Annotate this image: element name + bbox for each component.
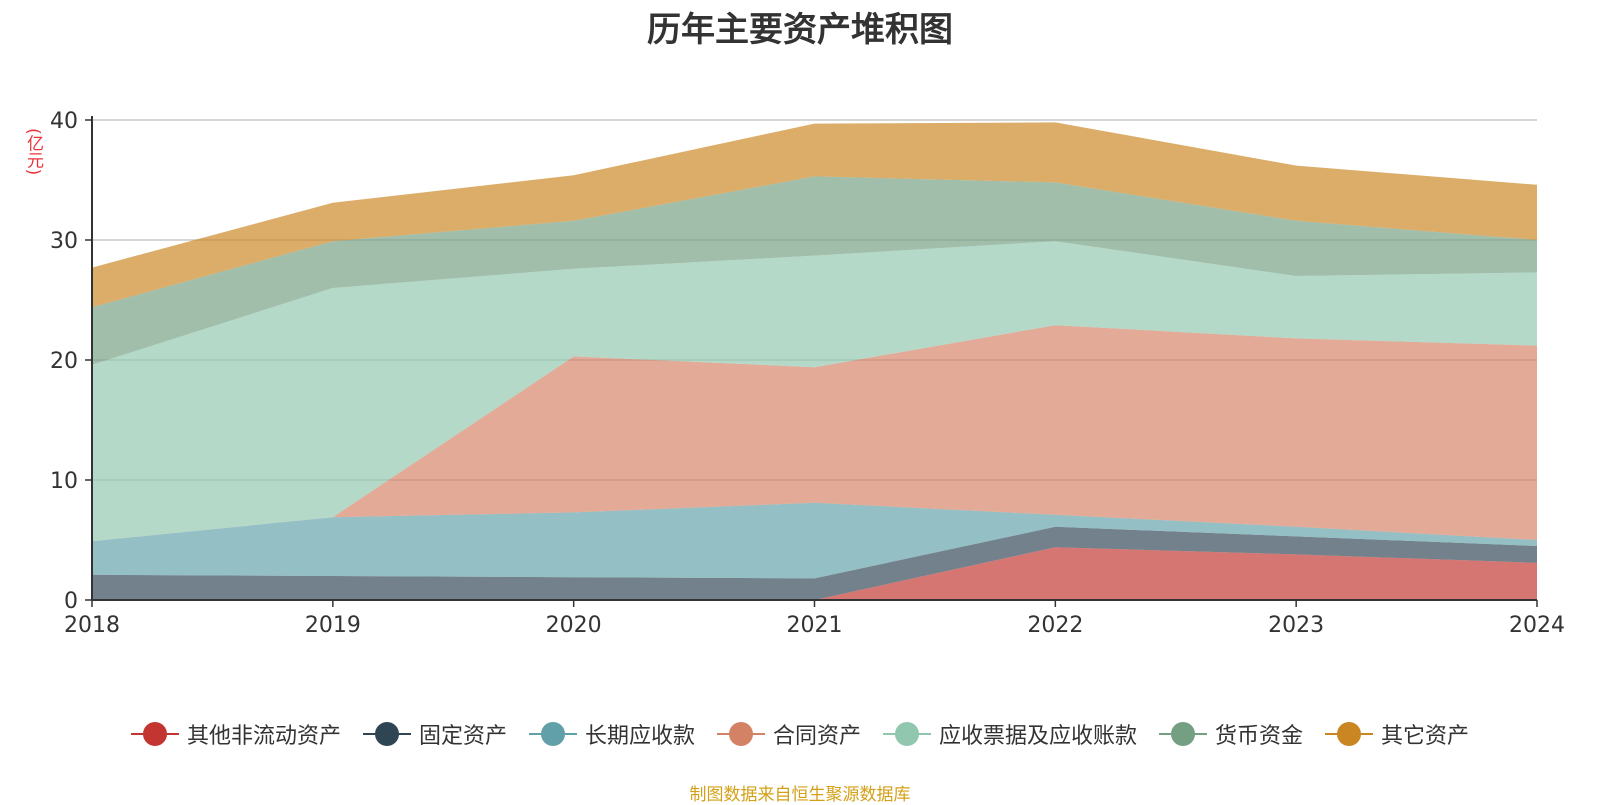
- y-axis-unit-label: (亿元): [23, 128, 43, 176]
- axes: 0 10 20 30 40 2018 2019 2020 2021 2022 2023 2024: [50, 109, 1565, 638]
- legend-marker-icon: [528, 722, 577, 746]
- y-tick-label: 40: [50, 109, 78, 134]
- legend-label: 合同资产: [772, 724, 861, 749]
- area-series-6: [92, 122, 1537, 308]
- area-series-5: [92, 176, 1537, 365]
- legend-label: 应收票据及应收账款: [939, 724, 1138, 749]
- y-tick-label: 20: [50, 349, 78, 374]
- x-tick-label: 2020: [546, 613, 602, 638]
- legend-marker-icon: [362, 722, 411, 746]
- x-tick-label: 2018: [64, 613, 120, 638]
- legend-label: 长期应收款: [584, 724, 695, 749]
- legend-label: 固定资产: [418, 724, 507, 749]
- legend-marker-icon: [1159, 722, 1208, 746]
- area-series-4: [92, 241, 1537, 542]
- legend-item-5[interactable]: 货币资金: [1159, 718, 1303, 750]
- x-tick-label: 2022: [1027, 613, 1083, 638]
- legend-item-4[interactable]: 应收票据及应收账款: [883, 718, 1137, 750]
- legend-marker-icon: [1325, 722, 1374, 746]
- area-series-0: [92, 547, 1537, 600]
- legend-label: 货币资金: [1215, 724, 1304, 749]
- x-tick-label: 2023: [1268, 613, 1324, 638]
- legend-item-1[interactable]: 固定资产: [362, 718, 507, 750]
- legend-item-6[interactable]: 其它资产: [1325, 718, 1469, 750]
- x-tick-label: 2019: [305, 613, 361, 638]
- y-tick-label: 10: [50, 469, 78, 494]
- area-series-3: [92, 325, 1537, 542]
- area-series-2: [92, 502, 1537, 579]
- legend: 其他非流动资产 固定资产 长期应收款 合同资产 应收票据及应收账款 货币资金 其它资产: [0, 718, 1600, 750]
- area-series-1: [92, 526, 1537, 600]
- x-tick-label: 2021: [787, 613, 843, 638]
- legend-marker-icon: [130, 722, 179, 746]
- x-tick-label: 2024: [1509, 613, 1565, 638]
- y-tick-label: 0: [64, 589, 78, 614]
- legend-item-2[interactable]: 长期应收款: [528, 718, 695, 750]
- legend-label: 其它资产: [1381, 724, 1470, 749]
- legend-label: 其他非流动资产: [186, 724, 341, 749]
- legend-item-3[interactable]: 合同资产: [716, 718, 861, 750]
- area-series: [92, 122, 1537, 600]
- legend-marker-icon: [716, 722, 765, 746]
- legend-item-0[interactable]: 其他非流动资产: [130, 718, 341, 750]
- y-tick-label: 30: [50, 229, 78, 254]
- legend-marker-icon: [883, 722, 931, 746]
- chart-title: 历年主要资产堆积图: [647, 10, 953, 50]
- source-note: 制图数据来自恒生聚源数据库: [689, 785, 911, 805]
